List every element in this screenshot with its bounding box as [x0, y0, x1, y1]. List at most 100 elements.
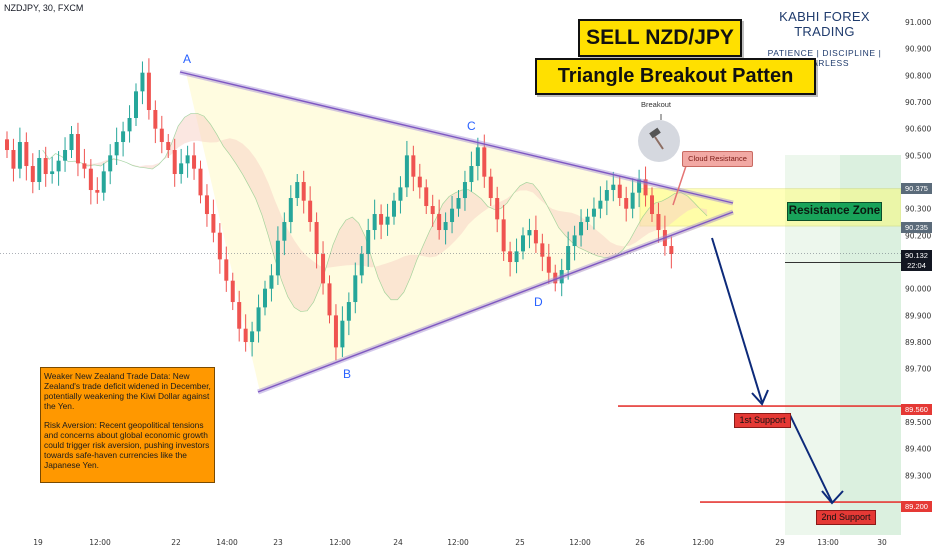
candle-body [533, 230, 538, 244]
candle-body [424, 187, 429, 207]
candle-body [404, 155, 409, 188]
candle-body [50, 171, 55, 175]
candle-body [230, 280, 235, 303]
note-paragraph-1: Weaker New Zealand Trade Data: New Zeala… [44, 371, 211, 411]
price-axis-bg [901, 0, 932, 550]
candle-body [527, 230, 532, 236]
candle-body [185, 155, 190, 164]
arrow-head-1 [751, 389, 769, 406]
candle-body [69, 134, 74, 151]
time-tick-label: 19 [33, 538, 43, 547]
symbol-header: NZDJPY, 30, FXCM [4, 3, 84, 13]
candle-body [372, 214, 377, 231]
price-tick-label: 90.600 [905, 125, 931, 134]
candle-body [501, 219, 506, 252]
candle-body [192, 155, 197, 169]
chart-title: SELL NZD/JPY [578, 19, 742, 57]
fundamental-note[interactable]: Weaker New Zealand Trade Data: New Zeala… [40, 367, 215, 483]
candle-body [127, 118, 132, 132]
candle-body [346, 302, 351, 321]
candle-body [30, 166, 35, 183]
time-tick-label: 24 [393, 538, 403, 547]
time-tick-label: 12:00 [89, 538, 111, 547]
candle-body [475, 147, 480, 167]
candle-body [75, 134, 80, 164]
arrow-head-2 [821, 490, 844, 505]
candle-body [88, 168, 93, 191]
candle-body [495, 198, 500, 220]
candle-body [159, 128, 164, 143]
candle-body [579, 222, 584, 236]
candle-body [250, 331, 255, 343]
point-a-label: A [183, 52, 192, 66]
time-tick-label: 12:00 [692, 538, 714, 547]
chart-subtitle: Triangle Breakout Patten [535, 58, 816, 95]
candle-body [56, 160, 61, 172]
price-tick-label: 89.400 [905, 445, 931, 454]
price-tick-label: 90.300 [905, 205, 931, 214]
hammer-icon [654, 136, 664, 150]
candle-body [146, 72, 151, 111]
candle-body [462, 182, 467, 199]
candle-body [269, 275, 274, 289]
candle-body [398, 187, 403, 201]
candle-body [101, 171, 106, 193]
support1-label[interactable]: 1st Support [734, 413, 791, 428]
time-tick-label: 14:00 [216, 538, 238, 547]
candle-body [263, 288, 267, 308]
candle-body [217, 232, 222, 260]
candle-body [488, 176, 493, 199]
candle-body [237, 302, 242, 329]
candle-body [333, 315, 338, 348]
zone-bottom-badge: 90.235 [901, 222, 932, 233]
candle-body [256, 307, 261, 332]
candle-body [379, 214, 384, 225]
candle-body [82, 163, 87, 169]
candle-body [392, 200, 396, 217]
price-tick-label: 90.000 [905, 285, 931, 294]
candle-body [591, 208, 596, 217]
resistance-zone-label[interactable]: Resistance Zone [787, 202, 882, 221]
candle-body [650, 195, 654, 215]
candle-body [585, 216, 590, 223]
candle-body [450, 208, 455, 223]
time-tick-label: 30 [877, 538, 887, 547]
candle-body [121, 131, 126, 143]
candle-body [140, 72, 145, 92]
time-tick-label: 25 [515, 538, 525, 547]
candle-body [37, 158, 42, 183]
candle-body [456, 198, 461, 209]
price-tick-label: 89.700 [905, 365, 931, 374]
candle-body [17, 142, 22, 169]
candle-body [540, 243, 545, 257]
price-tick-label: 90.200 [905, 231, 931, 240]
candle-body [385, 216, 390, 225]
breakout-marker [638, 120, 680, 162]
candle-body [669, 246, 674, 255]
candle-body [321, 254, 326, 284]
current-price-badge: 90.132 [901, 250, 932, 261]
time-tick-label: 23 [273, 538, 283, 547]
support2-label[interactable]: 2nd Support [816, 510, 876, 525]
time-tick-label: 26 [635, 538, 645, 547]
point-d-label: D [534, 295, 543, 309]
breakout-label: Breakout [641, 100, 672, 109]
candle-body [301, 182, 306, 201]
candle-body [546, 256, 551, 273]
candle-body [24, 142, 29, 167]
candle-body [327, 283, 332, 316]
candle-body [514, 251, 519, 263]
candle-body [437, 214, 442, 231]
cloud-resistance-label[interactable]: Cloud Resistance [682, 151, 753, 167]
time-tick-label: 29 [775, 538, 785, 547]
candle-body [198, 168, 203, 196]
candle-body [5, 139, 9, 151]
candle-body [359, 254, 364, 276]
arrow-down-2 [789, 414, 833, 503]
candle-body [179, 163, 184, 175]
candle-body [243, 328, 248, 343]
candle-body [643, 179, 648, 196]
candle-body [617, 184, 622, 199]
